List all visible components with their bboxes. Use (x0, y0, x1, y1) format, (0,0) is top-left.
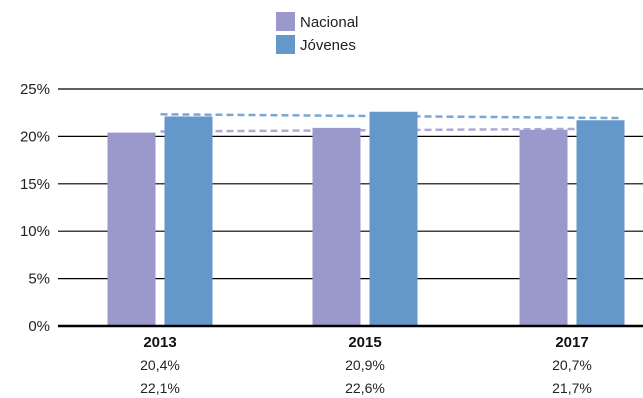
category-labels: 2013 20,4% 22,1% 2015 20,9% 22,6% 2017 20,7% 21,… (140, 334, 592, 396)
bar-jóvenes-2015 (369, 111, 418, 326)
bar-jóvenes-2013 (164, 116, 213, 326)
data-label-nacional: 20,4% (140, 357, 180, 373)
category-label: 2017 (555, 334, 588, 351)
y-tick-label: 0% (28, 318, 50, 335)
legend-label-1: Jóvenes (300, 37, 356, 54)
legend-swatch-0 (276, 12, 295, 31)
category-label: 2013 (143, 334, 176, 351)
data-label-nacional: 20,9% (345, 357, 385, 373)
y-tick-label: 25% (20, 81, 50, 98)
bar-nacional-2013 (107, 132, 156, 326)
legend-label-0: Nacional (300, 14, 358, 31)
data-label-jóvenes: 22,6% (345, 380, 385, 396)
y-tick-label: 5% (28, 271, 50, 288)
y-tick-label: 15% (20, 176, 50, 193)
legend-swatch-1 (276, 35, 295, 54)
y-tick-label: 20% (20, 128, 50, 145)
bar-nacional-2017 (519, 129, 568, 326)
bar-jóvenes-2017 (576, 120, 625, 326)
data-label-jóvenes: 21,7% (552, 380, 592, 396)
data-label-jóvenes: 22,1% (140, 380, 180, 396)
data-label-nacional: 20,7% (552, 357, 592, 373)
bar-nacional-2015 (312, 127, 361, 326)
y-tick-label: 10% (20, 223, 50, 240)
legend: Nacional Jóvenes (276, 12, 358, 54)
bars (107, 111, 625, 326)
category-label: 2015 (348, 334, 381, 351)
y-axis-ticks: 0% 5% 10% 15% 20% 25% (20, 81, 50, 335)
